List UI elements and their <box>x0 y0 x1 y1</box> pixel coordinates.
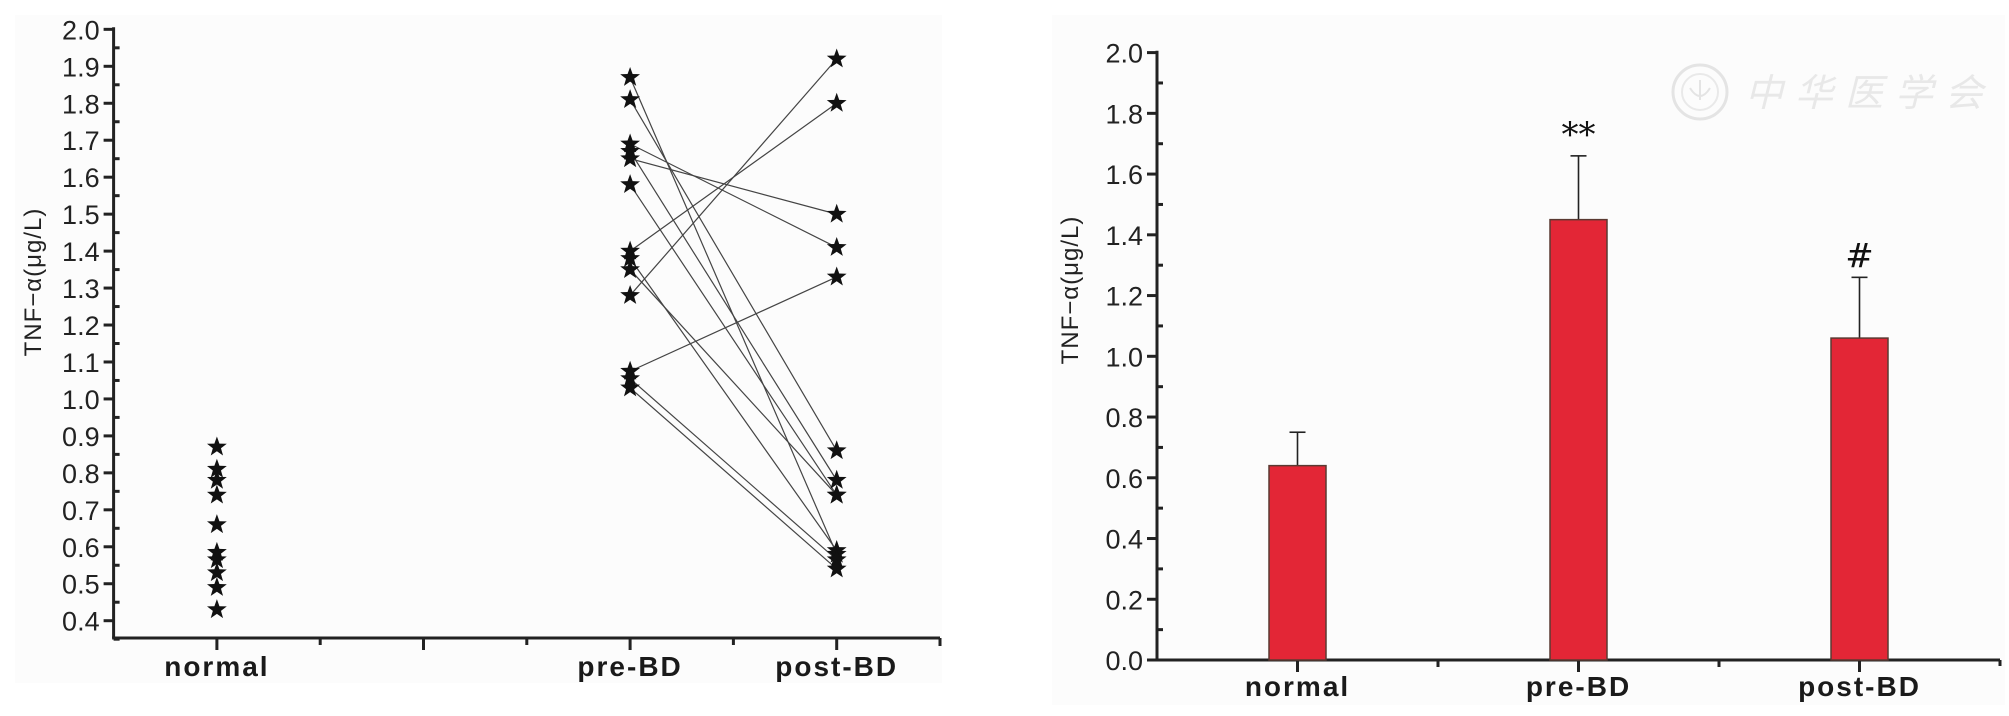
scatter-panel: TNF−α(μg/L) 0.4 0.5 0.6 0.7 0.8 0.9 1.0 1.1 1.2 1… <box>15 15 942 683</box>
significance-annotation: # <box>1845 236 1874 276</box>
pair-line <box>629 269 838 496</box>
y-tick-label: 1.0 <box>62 385 100 415</box>
pair-line <box>629 58 838 296</box>
y-tick-label: 1.5 <box>62 200 100 230</box>
x-category-label: normal <box>164 651 269 682</box>
y-tick-label: 1.2 <box>62 311 100 341</box>
axes: 0.4 0.5 0.6 0.7 0.8 0.9 1.0 1.1 1.2 1.3 1.4 1.5 1.6 1… <box>62 15 942 682</box>
x-category-label: post-BD <box>775 651 898 682</box>
bar-panel: 中华医学会 TNF−α(μg/L) 0.0 0.2 0.4 0.6 0.8 1.0 1.2 1… <box>1052 15 2005 705</box>
watermark: 中华医学会 <box>1671 63 1995 121</box>
watermark-text: 中华医学会 <box>1745 71 1995 115</box>
bar <box>1268 464 1327 661</box>
y-tick-label: 0.4 <box>62 607 100 637</box>
pair-line <box>629 143 837 248</box>
bar <box>1549 218 1608 661</box>
paired-lines <box>629 58 838 570</box>
y-tick-label: 2.0 <box>1105 39 1143 69</box>
y-tick-label: 0.2 <box>1105 585 1143 615</box>
y-tick-label: 0.4 <box>1105 525 1143 555</box>
y-tick-label: 1.3 <box>62 274 100 304</box>
y-tick-label: 0.6 <box>1105 464 1143 494</box>
pair-line <box>629 99 838 451</box>
y-tick-label: 0.6 <box>62 533 100 563</box>
pair-line <box>629 276 837 372</box>
y-tick-label: 0.8 <box>62 459 100 489</box>
y-tick-label: 1.9 <box>62 52 100 82</box>
y-tick-label: 1.0 <box>1105 342 1143 372</box>
y-tick-label: 1.8 <box>1105 99 1143 129</box>
significance-annotation: ** <box>1562 115 1596 155</box>
y-tick-label: 1.2 <box>1105 282 1143 312</box>
x-category-label: pre-BD <box>577 651 682 682</box>
bars: ** # <box>1268 115 1889 661</box>
y-tick-label: 0.8 <box>1105 403 1143 433</box>
y-axis-title: TNF−α(μg/L) <box>1057 216 1084 365</box>
bar <box>1830 337 1889 661</box>
y-tick-label: 1.6 <box>62 163 100 193</box>
pair-line <box>629 184 838 496</box>
y-tick-label: 0.0 <box>1105 646 1143 676</box>
y-tick-label: 1.8 <box>62 89 100 119</box>
seal-logo-icon <box>1671 63 1729 121</box>
y-tick-label: 0.9 <box>62 422 100 452</box>
y-tick-label: 1.7 <box>62 126 100 156</box>
x-category-label: normal <box>1245 671 1350 702</box>
y-tick-label: 0.7 <box>62 496 100 526</box>
pair-line <box>629 378 838 561</box>
x-category-label: pre-BD <box>1526 671 1631 702</box>
y-tick-label: 1.4 <box>62 237 100 267</box>
pair-line <box>629 150 838 481</box>
y-tick-label: 2.0 <box>62 15 100 45</box>
panel-background <box>15 15 942 683</box>
pair-line <box>629 158 837 215</box>
y-tick-label: 1.4 <box>1105 221 1143 251</box>
x-category-label: post-BD <box>1798 671 1921 702</box>
y-tick-label: 1.6 <box>1105 160 1143 190</box>
y-tick-label: 0.5 <box>62 570 100 600</box>
pair-line <box>629 387 838 570</box>
y-tick-label: 1.1 <box>62 348 100 378</box>
y-axis-title: TNF−α(μg/L) <box>20 208 47 357</box>
